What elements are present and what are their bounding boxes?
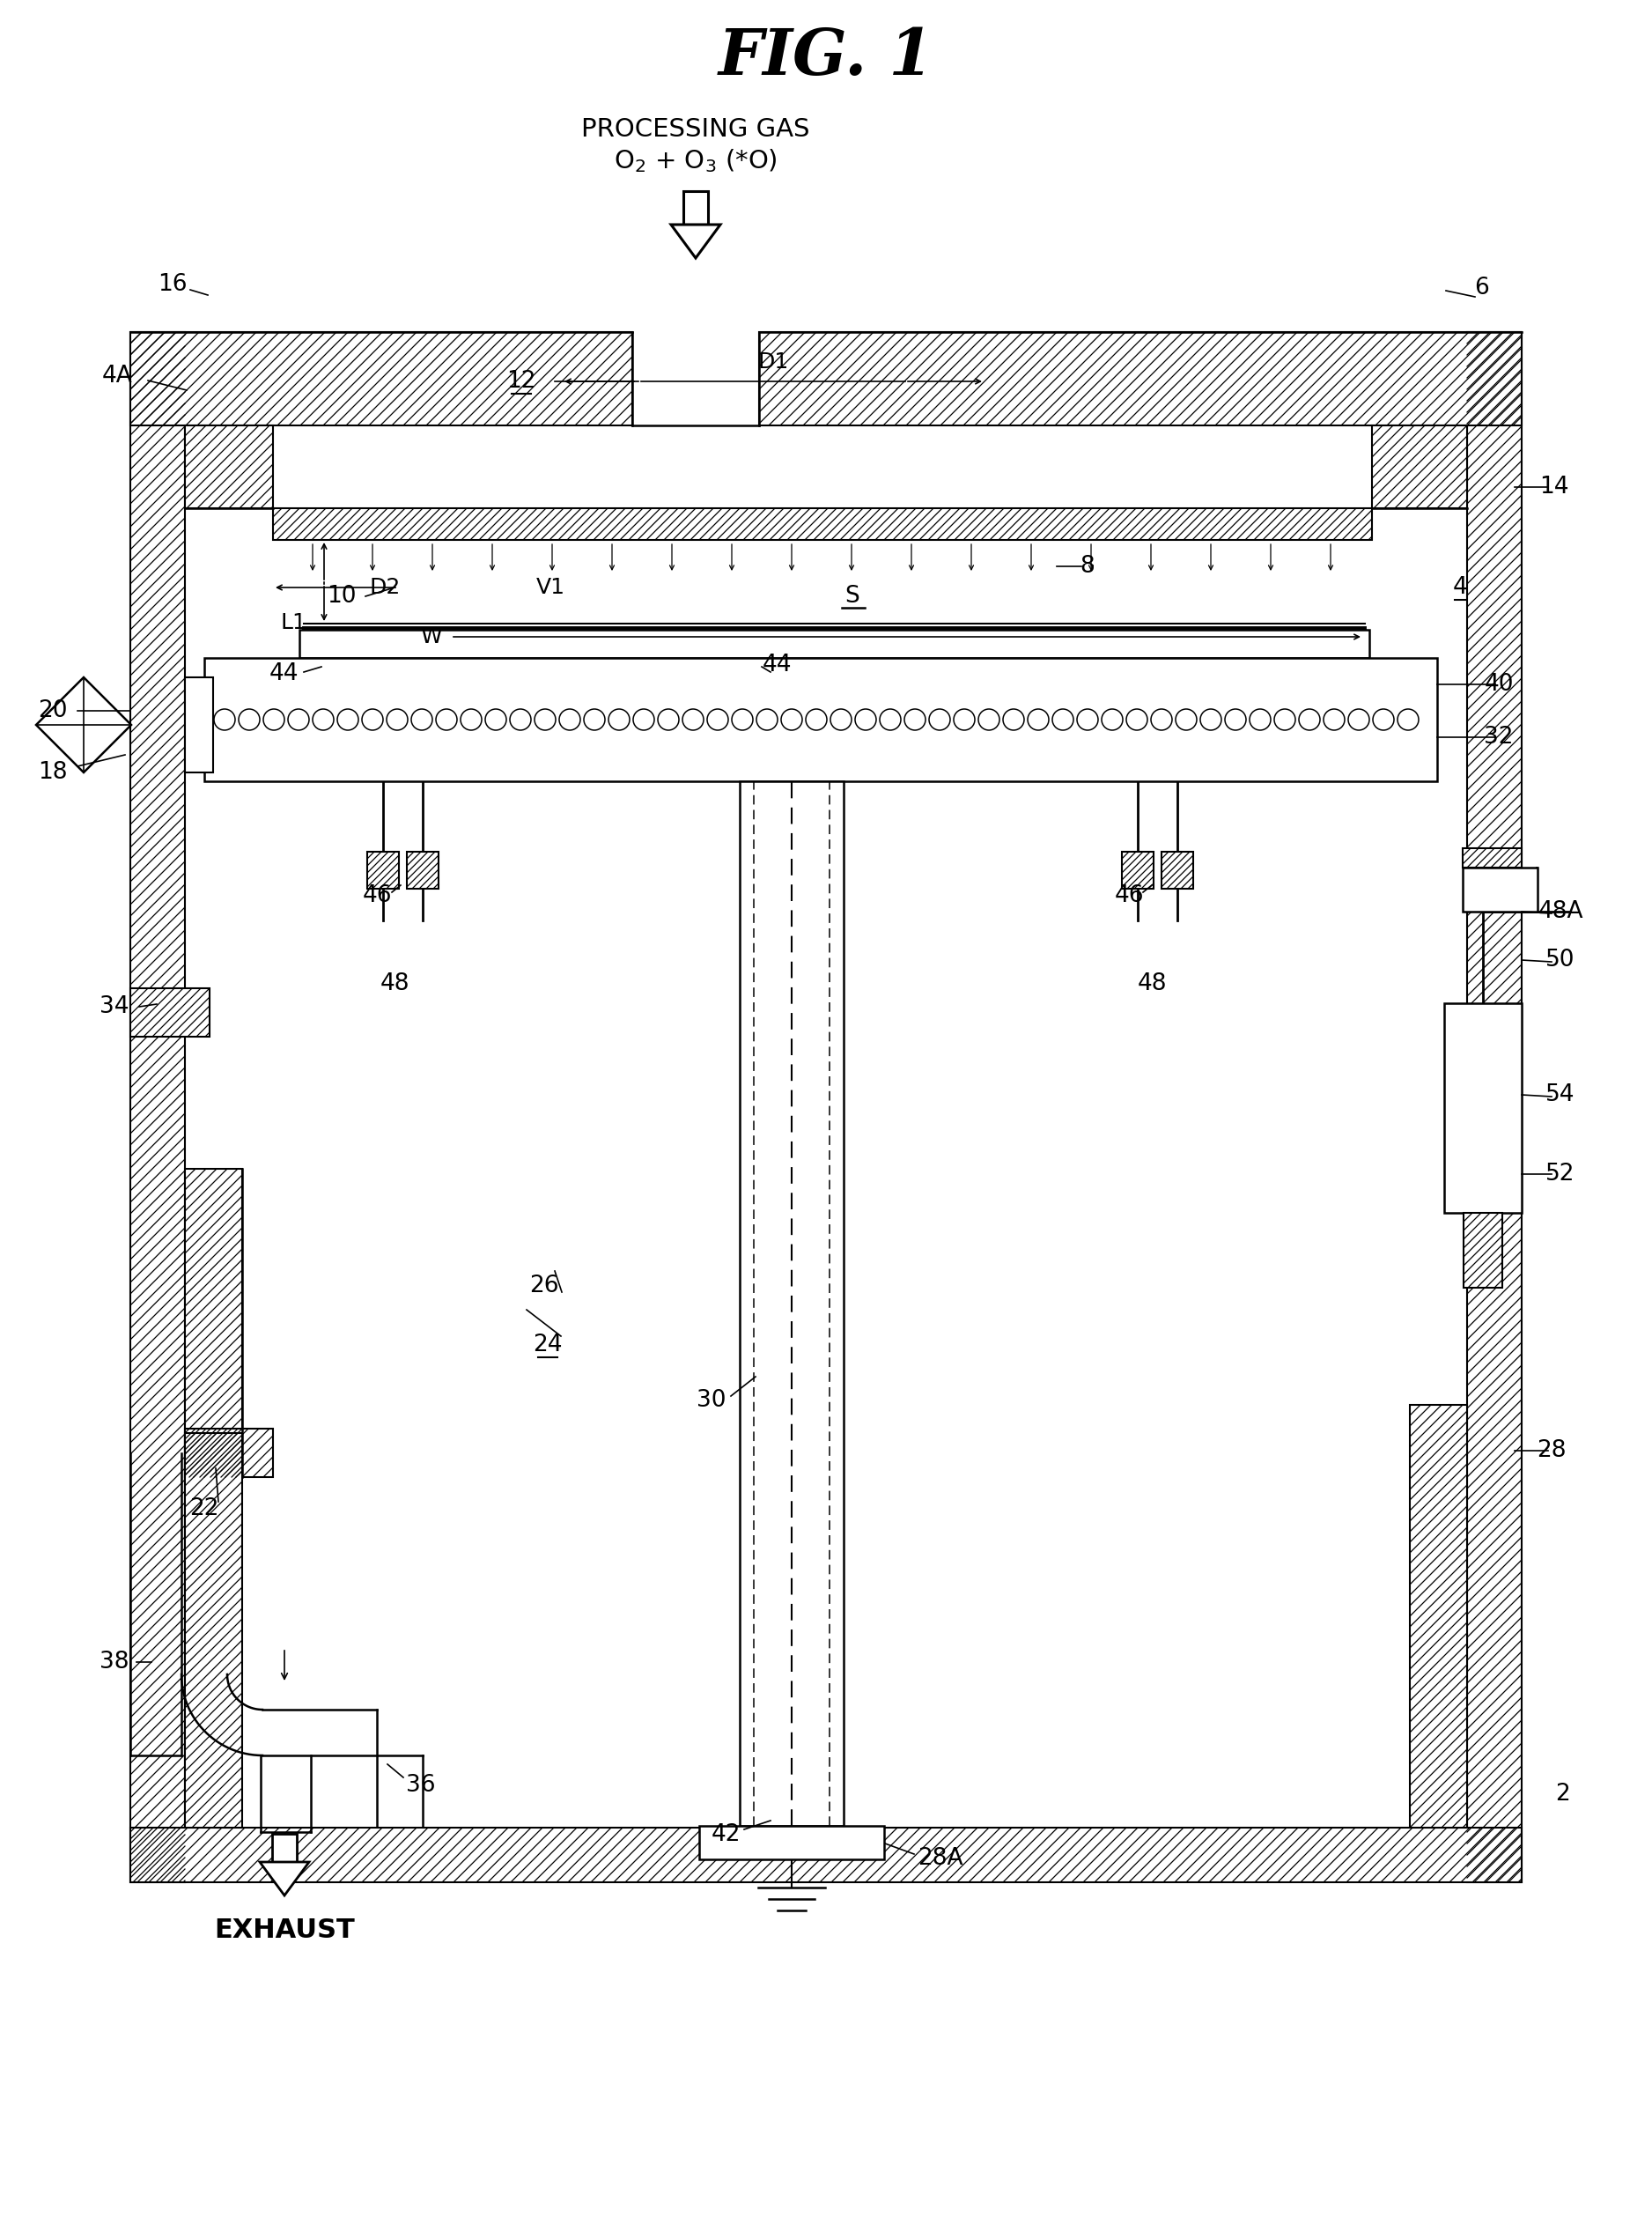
Text: W: W — [421, 627, 443, 647]
Bar — [699, 1826, 884, 1859]
Text: 48: 48 — [1137, 972, 1166, 996]
Bar — [758, 331, 1521, 425]
Text: 18: 18 — [38, 761, 68, 783]
Text: 16: 16 — [159, 274, 187, 296]
Text: PROCESSING GAS: PROCESSING GAS — [582, 118, 809, 142]
Text: D2: D2 — [370, 576, 401, 598]
Text: 28: 28 — [1536, 1439, 1566, 1461]
Text: D1: D1 — [758, 351, 788, 374]
Text: 46: 46 — [362, 885, 392, 907]
Bar — [185, 1428, 273, 1477]
Bar — [299, 629, 1370, 658]
Bar — [185, 425, 273, 509]
Bar — [1161, 852, 1193, 890]
Bar — [684, 191, 709, 225]
Bar — [205, 658, 1437, 781]
Bar — [185, 1432, 243, 1828]
Text: 42: 42 — [710, 1824, 740, 1846]
Bar — [185, 678, 213, 772]
Bar — [1462, 847, 1521, 867]
Text: 4A: 4A — [102, 365, 132, 387]
Bar — [273, 509, 1371, 540]
Text: 36: 36 — [406, 1775, 436, 1797]
Text: V1: V1 — [535, 576, 565, 598]
Bar — [1371, 425, 1467, 509]
Text: 14: 14 — [1540, 476, 1569, 498]
Bar — [131, 1828, 1521, 1882]
Text: 22: 22 — [190, 1497, 220, 1521]
Text: 46: 46 — [1113, 885, 1143, 907]
Bar — [131, 331, 633, 425]
Bar — [1462, 867, 1538, 912]
Text: S: S — [846, 585, 859, 607]
Text: 32: 32 — [1483, 725, 1513, 749]
Text: 2: 2 — [1556, 1784, 1571, 1806]
Text: 48A: 48A — [1538, 901, 1583, 923]
Bar — [1467, 331, 1521, 1882]
Text: 20: 20 — [38, 698, 68, 723]
Bar — [367, 852, 398, 890]
Text: FIG. 1: FIG. 1 — [719, 27, 933, 89]
Bar — [131, 987, 210, 1036]
Bar — [1409, 1406, 1467, 1828]
Bar — [406, 852, 438, 890]
Text: 44: 44 — [762, 654, 791, 676]
Text: 6: 6 — [1474, 276, 1488, 300]
Text: 38: 38 — [99, 1650, 129, 1672]
Bar — [273, 1835, 297, 1861]
Polygon shape — [259, 1861, 309, 1895]
Bar — [131, 331, 185, 1882]
Text: 48: 48 — [380, 972, 410, 996]
Polygon shape — [671, 225, 720, 258]
Text: EXHAUST: EXHAUST — [215, 1917, 355, 1944]
Text: 30: 30 — [697, 1390, 727, 1412]
Text: 34: 34 — [99, 996, 129, 1019]
Text: 50: 50 — [1546, 950, 1574, 972]
Text: 54: 54 — [1546, 1083, 1574, 1105]
Bar — [1444, 1003, 1521, 1212]
Bar — [740, 781, 844, 1826]
Text: 4: 4 — [1452, 576, 1467, 598]
Bar — [1464, 1212, 1502, 1288]
Text: 24: 24 — [534, 1334, 562, 1357]
Text: L1: L1 — [281, 612, 307, 634]
Bar — [185, 1170, 243, 1477]
Text: 28A: 28A — [919, 1846, 963, 1870]
Bar — [1122, 852, 1153, 890]
Text: 40: 40 — [1483, 674, 1513, 696]
Text: 44: 44 — [269, 663, 299, 685]
Text: 52: 52 — [1546, 1163, 1574, 1185]
Text: 10: 10 — [327, 585, 357, 607]
Text: 12: 12 — [507, 369, 535, 394]
Text: 8: 8 — [1080, 556, 1095, 578]
Text: 26: 26 — [529, 1274, 558, 1297]
Text: O$_2$ + O$_3$ (*O): O$_2$ + O$_3$ (*O) — [615, 147, 778, 176]
